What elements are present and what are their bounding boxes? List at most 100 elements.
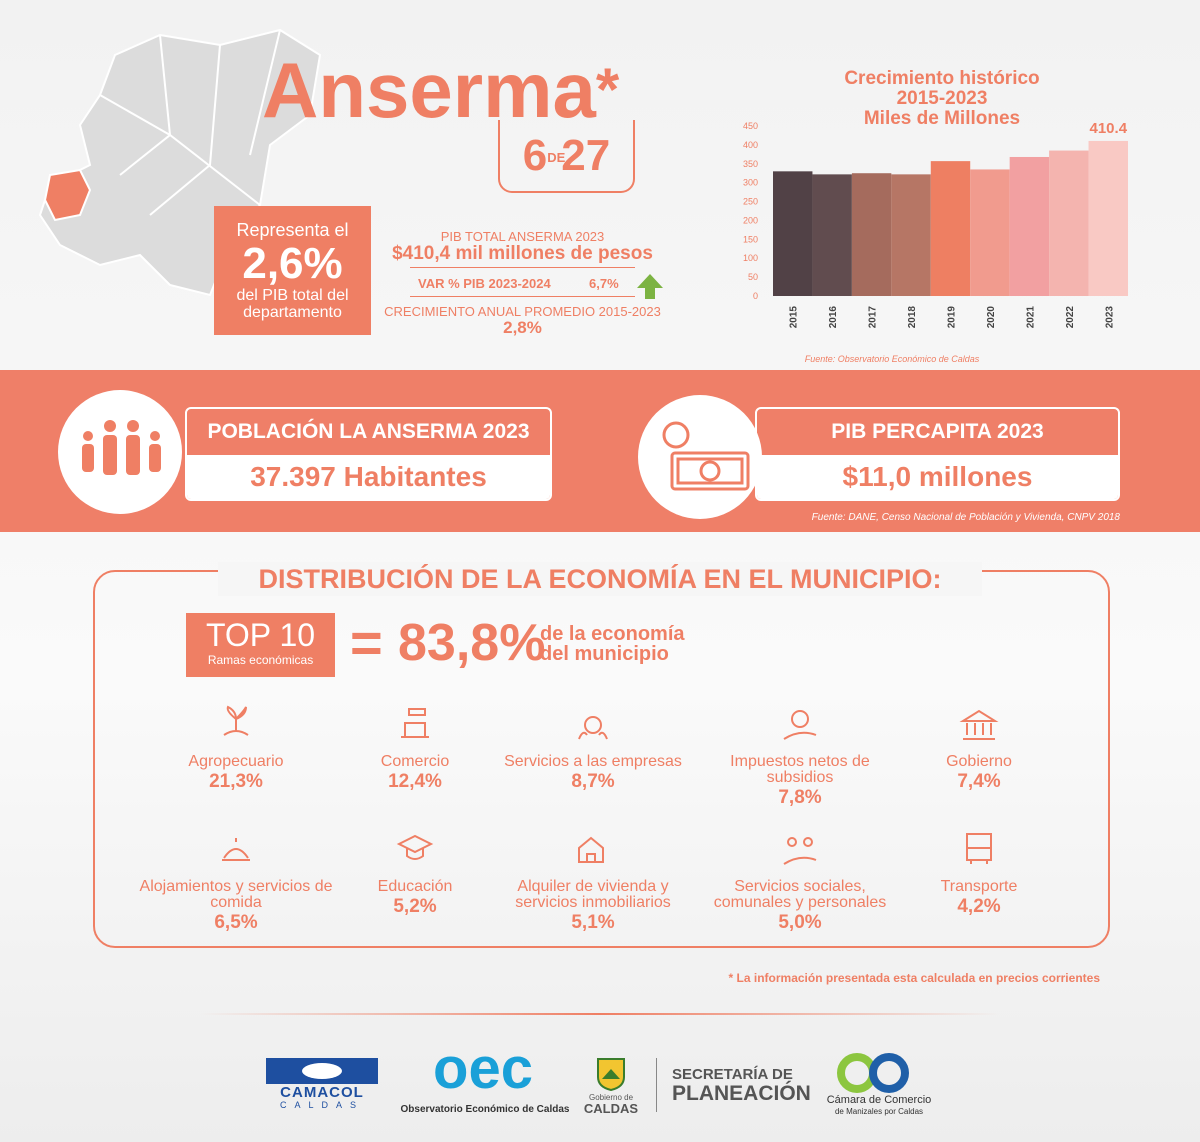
divider: [410, 296, 635, 297]
x-tick-label: 2022: [1065, 306, 1076, 329]
camacol-text: CAMACOL: [280, 1084, 364, 1101]
camacol-sub: CALDAS: [279, 1100, 364, 1110]
bar: [1009, 156, 1050, 296]
title-text: Anserma: [262, 46, 596, 134]
camacol-logo: [266, 1058, 378, 1084]
var-value: 6,7%: [589, 276, 619, 291]
sector-value: 7,8%: [778, 787, 822, 808]
sector: Educación 5,2%: [340, 878, 490, 917]
bar: [812, 174, 852, 296]
logo-divider: [656, 1058, 657, 1112]
sector-icon: [222, 838, 250, 861]
asterisk: *: [595, 56, 620, 123]
y-tick-label: 200: [743, 215, 758, 225]
bar: [1088, 140, 1128, 296]
sector-name: Comercio: [380, 753, 450, 770]
sector-name: Gobierno: [946, 753, 1012, 770]
cc-sub: de Manizales por Caldas: [834, 1107, 924, 1116]
growth-label: CRECIMIENTO ANUAL PROMEDIO 2015-2023: [384, 304, 661, 319]
top-box: TOP 10 Ramas económicas: [186, 613, 335, 677]
pib-value: $410,4 mil millones de pesos: [392, 243, 653, 264]
sector-name: Transporte: [940, 878, 1018, 895]
pib-label: PIB TOTAL ANSERMA 2023: [440, 229, 605, 244]
divider: [410, 267, 635, 268]
y-tick-label: 50: [748, 272, 758, 282]
band-source: Fuente: DANE, Censo Nacional de Població…: [811, 512, 1120, 523]
sector-value: 12,4%: [388, 771, 442, 792]
sector-icon: [783, 710, 817, 740]
sector: Impuestos netos de subsidios 7,8%: [710, 753, 890, 808]
percapita-title: PIB PERCAPITA 2023: [831, 420, 1044, 443]
sector: Transporte 4,2%: [904, 878, 1054, 917]
icon-shape: [578, 716, 608, 740]
growth-value: 2,8%: [503, 318, 542, 337]
band: [0, 370, 1200, 532]
rank-box: [498, 120, 635, 193]
cc-logo: [837, 1053, 909, 1093]
top-text: TOP 10: [205, 617, 316, 653]
sector: Gobierno 7,4%: [904, 753, 1054, 792]
sector-name: Educación: [377, 878, 453, 895]
sector-value: 5,2%: [393, 896, 437, 917]
sector-value: 5,1%: [571, 912, 615, 933]
sector-value: 21,3%: [209, 771, 263, 792]
chart-source: Fuente: Observatorio Económico de Caldas: [805, 354, 980, 364]
y-tick-label: 150: [743, 234, 758, 244]
y-tick-label: 400: [743, 140, 758, 150]
note: * La información presentada esta calcula…: [728, 971, 1100, 985]
x-tick-label: 2019: [947, 306, 958, 329]
equals: =: [350, 611, 383, 674]
sector: Alquiler de vivienda y servicios inmobil…: [493, 879, 693, 933]
var-label: VAR % PIB 2023-2024: [418, 276, 551, 291]
icon-shape: [396, 834, 434, 860]
share: 83,8%: [398, 614, 546, 672]
chart-title: Miles de Millones: [864, 108, 1020, 129]
sector: Agropecuario 21,3%: [136, 754, 336, 792]
sector-name: Servicios sociales, comunales y personal…: [713, 878, 887, 911]
oec-logo: oec: [433, 1036, 533, 1101]
y-tick-label: 450: [743, 121, 758, 131]
chart-title: Crecimiento histórico: [844, 68, 1039, 89]
caldas-shield: [597, 1058, 625, 1091]
gob-sub: CALDAS: [583, 1101, 639, 1116]
sector-icon: [401, 708, 429, 738]
sector: Servicios a las empresas 8,7%: [493, 754, 693, 792]
sector-name: Impuestos netos de subsidios: [730, 753, 870, 786]
sector-icon: [959, 709, 999, 740]
value-label: 410.4: [1090, 120, 1128, 137]
x-tick-label: 2018: [907, 306, 918, 329]
bar: [1049, 150, 1089, 296]
population-title: POBLACIÓN LA ANSERMA 2023: [207, 420, 530, 443]
y-tick-label: 250: [743, 197, 758, 207]
gob-text: Gobierno de: [588, 1093, 634, 1102]
sector-value: 5,0%: [778, 912, 822, 933]
chart-title: 2015-2023: [897, 88, 988, 109]
pib-box-line2: del PIB total del departamento: [236, 287, 349, 321]
sector-icon: [396, 834, 434, 860]
x-tick-label: 2015: [789, 306, 800, 329]
percapita-value: $11,0 millones: [757, 455, 1118, 499]
icon-shape: [959, 709, 999, 740]
bar: [891, 174, 931, 296]
population-icon: [58, 390, 182, 514]
pib-box-value: 2,6%: [242, 239, 343, 288]
x-tick-label: 2023: [1104, 306, 1115, 329]
rank-number: 6: [522, 131, 548, 180]
oec-sub: Observatorio Económico de Caldas: [400, 1104, 570, 1115]
map: [38, 28, 322, 297]
y-tick-label: 0: [753, 291, 758, 301]
percapita-box: PIB PERCAPITA 2023 $11,0 millones: [755, 407, 1120, 501]
sector-icon: [578, 716, 608, 740]
y-tick-label: 100: [743, 253, 758, 263]
sector-icon: [578, 836, 604, 863]
money-icon: [638, 395, 762, 519]
icon-shape: [578, 836, 604, 863]
sector: Comercio 12,4%: [340, 753, 490, 792]
x-tick-label: 2016: [828, 306, 839, 329]
bar: [851, 173, 892, 296]
sector-name: Alojamientos y servicios de comida: [139, 878, 333, 911]
rank-of: DE: [547, 150, 566, 166]
sector-value: 6,5%: [214, 912, 258, 933]
